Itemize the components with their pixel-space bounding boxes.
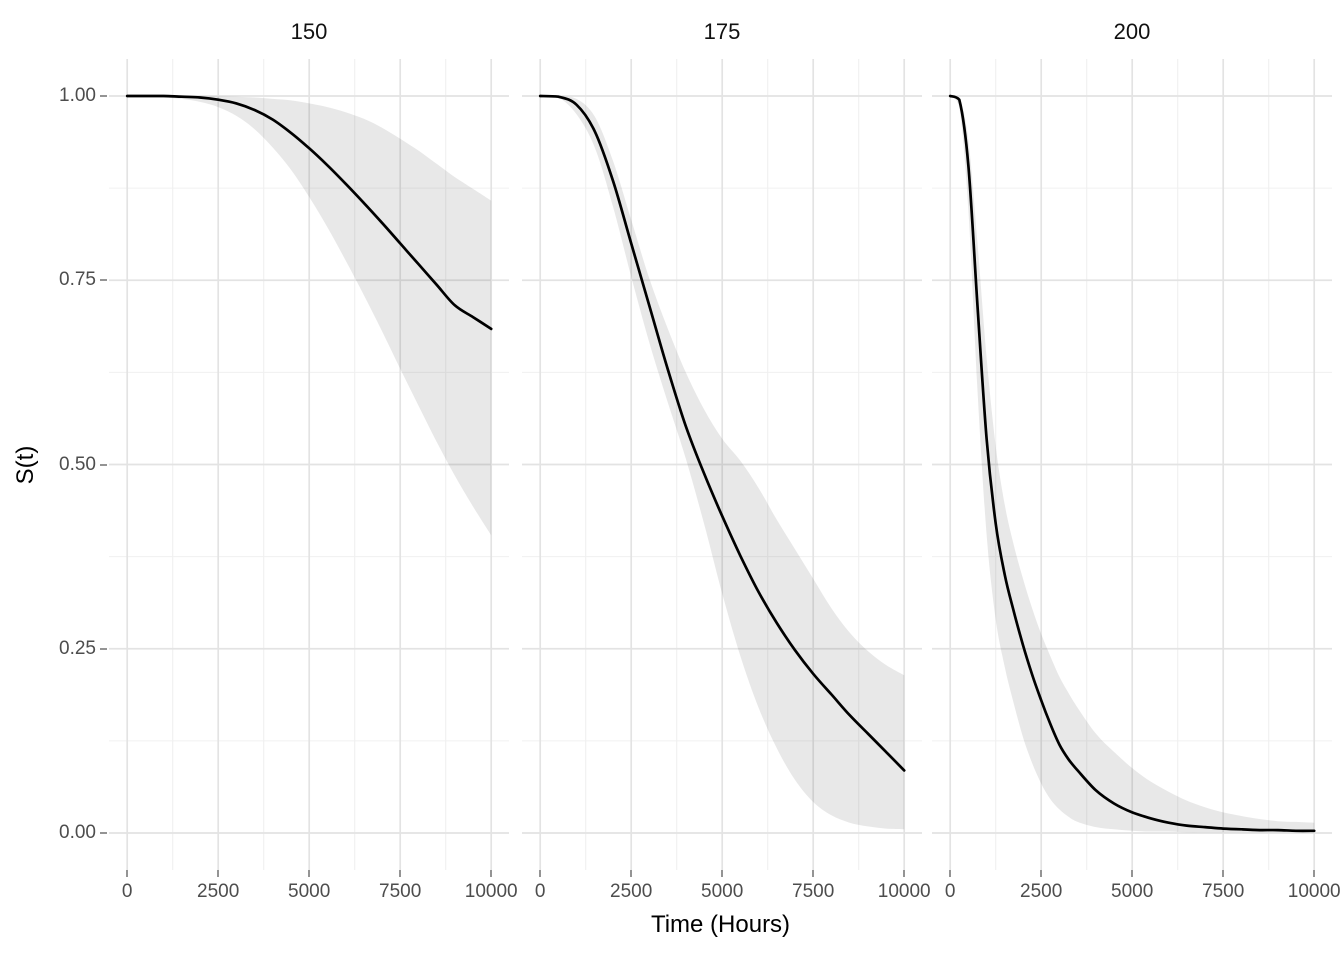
panel-150 [109,59,509,870]
y-tick-label: 0.25 [59,637,96,659]
x-tick-label: 2500 [610,881,653,902]
x-tick-label: 2500 [197,881,240,902]
x-tick-label: 0 [534,881,546,902]
facet-strip-150: 150 [290,19,328,44]
x-tick-mark [308,870,311,877]
x-tick-mark [539,870,542,877]
x-tick-mark [630,870,633,877]
x-tick-label: 7500 [792,881,835,902]
y-tick-label: 1.00 [59,85,96,106]
panel-200-canvas [932,59,1332,870]
x-tick-mark [1131,870,1134,877]
facet-strip-175: 175 [703,19,741,44]
x-tick-label: 7500 [379,881,422,902]
x-tick-label: 5000 [1111,881,1154,902]
x-axis-title: Time (Hours) [650,911,791,938]
panel-175-canvas [522,59,922,870]
x-tick-mark [490,870,493,877]
x-tick-mark [1040,870,1043,877]
x-tick-mark [721,870,724,877]
y-tick-mark [100,95,107,97]
y-tick-label: 0.50 [59,453,96,475]
x-tick-label: 10000 [464,881,518,902]
x-tick-mark [903,870,906,877]
x-tick-label: 10000 [877,881,931,902]
x-tick-mark [399,870,402,877]
grid-major [932,59,1332,870]
confidence-band [540,96,905,830]
x-tick-mark [126,870,129,877]
survival-curve [125,94,493,331]
y-tick-mark [100,647,107,650]
confidence-band [950,96,1315,833]
x-tick-label: 2500 [1020,881,1063,902]
x-tick-label: 10000 [1287,881,1341,902]
x-tick-label: 7500 [1202,881,1245,902]
panel-175 [522,59,922,870]
y-tick-mark [100,279,107,282]
x-tick-mark [217,870,220,877]
facet-strip-200: 200 [1113,19,1151,44]
y-tick-label: 0.75 [59,269,96,291]
panel-150-canvas [109,59,509,870]
x-tick-label: 5000 [701,881,744,902]
grid-major [522,59,922,870]
x-tick-label: 5000 [288,881,331,902]
x-tick-mark [1313,870,1316,877]
x-tick-mark [812,870,815,877]
y-tick-mark [100,832,107,834]
panel-200 [932,59,1332,870]
survival-curve [538,94,906,772]
x-tick-mark [949,870,952,877]
x-tick-label: 0 [121,881,133,902]
grid-major [109,59,509,870]
y-tick-label: 0.00 [59,822,96,843]
y-tick-mark [100,463,107,466]
confidence-band [127,96,492,536]
x-tick-label: 0 [944,881,956,902]
survival-curve [948,94,1316,833]
x-tick-mark [1222,870,1225,877]
